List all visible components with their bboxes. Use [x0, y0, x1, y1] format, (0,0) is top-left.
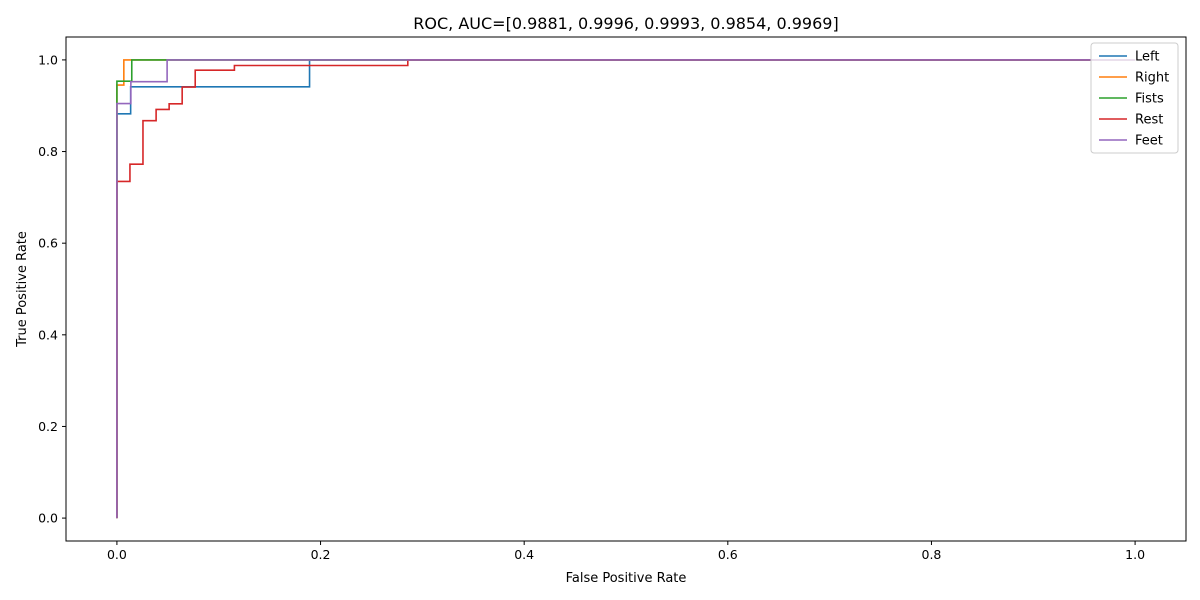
x-tick-label: 0.8 — [922, 547, 942, 562]
plot-area — [66, 37, 1186, 541]
plot-background — [66, 37, 1186, 541]
legend-label-feet: Feet — [1135, 134, 1163, 149]
series-line-rest — [116, 59, 1136, 519]
y-tick-label: 0.2 — [38, 419, 58, 434]
y-axis-label: True Positive Rate — [15, 231, 30, 348]
y-tick-label: 0.0 — [38, 511, 58, 526]
y-tick-label: 0.4 — [38, 327, 58, 342]
y-tick-label: 0.8 — [38, 144, 58, 159]
legend-box — [1090, 42, 1179, 154]
x-tick-label: 1.0 — [1125, 547, 1145, 562]
x-axis-label: False Positive Rate — [566, 571, 687, 586]
x-tick-label: 0.2 — [311, 547, 331, 562]
axes-layer: 0.0 0.2 0.4 0.6 0.8 1.0 0.0 0.2 0.4 0.6 0.8 1.0 — [38, 36, 1187, 562]
legend-label-right: Right — [1135, 71, 1169, 86]
legend: Left Right Fists Rest Feet — [1090, 42, 1179, 154]
axes-frame — [65, 36, 1187, 542]
x-tick-label: 0.0 — [107, 547, 127, 562]
series-line-feet — [116, 59, 1136, 519]
x-tick-label: 0.6 — [718, 547, 738, 562]
series-layer — [116, 59, 1136, 519]
y-tick-label: 0.6 — [38, 236, 58, 251]
legend-label-fists: Fists — [1135, 92, 1164, 107]
x-tick-label: 0.4 — [514, 547, 534, 562]
y-tick-label: 1.0 — [38, 52, 58, 67]
chart-title: ROC, AUC=[0.9881, 0.9996, 0.9993, 0.9854… — [413, 14, 838, 33]
legend-label-left: Left — [1135, 50, 1159, 65]
legend-label-rest: Rest — [1135, 113, 1163, 128]
